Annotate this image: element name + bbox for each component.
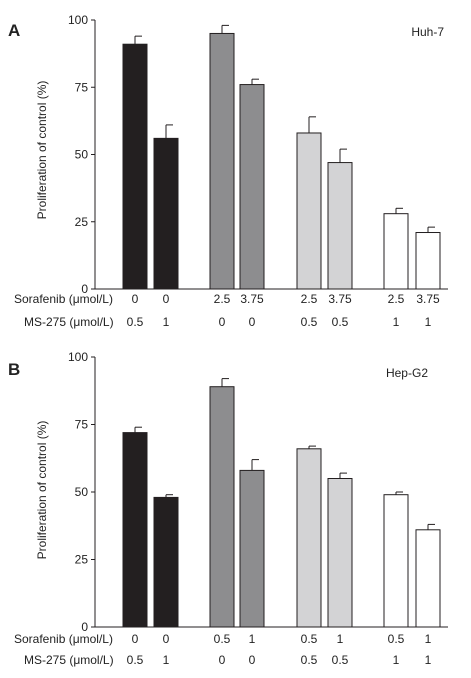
sorafenib-value: 3.75 [328,292,352,306]
ms275-value: 0.5 [301,315,318,329]
y-tick-label: 25 [75,553,89,567]
bar [209,32,235,290]
ms275-value: 1 [425,315,432,329]
bar [239,469,265,628]
y-tick-label: 0 [81,282,88,296]
y-tick-label: 0 [81,620,88,634]
bar [296,132,322,290]
panel-a: A Huh-7 Proliferation of control (%) 0 25… [8,13,448,329]
ms275-value: 0.5 [332,653,349,667]
ms275-value: 1 [393,315,400,329]
bar [153,496,179,628]
bar [296,448,322,628]
bar [383,213,409,290]
y-tick-label: 75 [75,418,89,432]
sorafenib-value: 0.5 [214,632,231,646]
panel-a-cell-line: Huh-7 [411,25,444,39]
ms275-value: 0 [219,653,226,667]
sorafenib-value: 1 [425,632,432,646]
ms275-value: 0.5 [332,315,349,329]
panel-b-error-bars [134,378,435,530]
sorafenib-value: 0 [132,292,139,306]
sorafenib-value: 0.5 [388,632,405,646]
bar [239,84,265,290]
sorafenib-value: 0 [163,292,170,306]
ms275-value: 1 [163,653,170,667]
sorafenib-value: 1 [337,632,344,646]
panel-b-condition-values: 0 0 0.5 1 0.5 1 0.5 1 0.5 1 0 0 0.5 0.5 1 1 [127,632,432,667]
panel-a-condition-values: 0 0 2.5 3.75 2.5 3.75 2.5 3.75 0.5 1 0 0 0.5 0.5 1 1 [127,292,440,329]
sorafenib-value: 2.5 [214,292,231,306]
bar [415,529,441,628]
panel-a-y-ticks: 0 25 50 75 100 [68,13,95,296]
panel-b: B Hep-G2 Proliferation of control (%) 0 2… [8,350,448,667]
ms275-value: 1 [163,315,170,329]
bar [327,478,353,628]
bar [122,43,148,290]
sorafenib-value: 1 [249,632,256,646]
ms275-value: 0 [219,315,226,329]
ms275-value: 0.5 [127,653,144,667]
panel-a-error-bars [134,24,435,233]
sorafenib-value: 3.75 [240,292,264,306]
panel-b-y-ticks: 0 25 50 75 100 [68,350,95,634]
panel-a-bars [122,32,441,290]
ms275-value: 0 [249,315,256,329]
panel-b-cell-line: Hep-G2 [386,366,428,380]
sorafenib-value: 3.75 [416,292,440,306]
ms275-value: 1 [393,653,400,667]
y-tick-label: 75 [75,80,89,94]
panel-b-sorafenib-title: Sorafenib (μmol/L) [14,632,113,646]
bar [383,494,409,628]
sorafenib-value: 2.5 [301,292,318,306]
bar [327,162,353,290]
bar [153,137,179,290]
panel-a-y-axis-title: Proliferation of control (%) [35,81,49,220]
panel-b-y-axis-title: Proliferation of control (%) [35,421,49,560]
panel-b-letter: B [8,360,20,379]
sorafenib-value: 0.5 [301,632,318,646]
y-tick-label: 50 [75,485,89,499]
panel-a-ms275-title: MS-275 (μmol/L) [24,315,114,329]
y-tick-label: 100 [68,350,88,364]
panel-b-bars [122,386,441,628]
y-tick-label: 25 [75,215,89,229]
sorafenib-value: 0 [132,632,139,646]
bar [415,232,441,290]
ms275-value: 0.5 [127,315,144,329]
y-tick-label: 100 [68,13,88,27]
panel-b-ms275-title: MS-275 (μmol/L) [24,653,114,667]
bar [122,432,148,628]
y-tick-label: 50 [75,148,89,162]
ms275-value: 0.5 [301,653,318,667]
sorafenib-value: 0 [163,632,170,646]
panel-a-sorafenib-title: Sorafenib (μmol/L) [14,292,113,306]
sorafenib-value: 2.5 [388,292,405,306]
bar [209,386,235,628]
ms275-value: 0 [249,653,256,667]
panel-a-letter: A [8,21,20,40]
ms275-value: 1 [425,653,432,667]
